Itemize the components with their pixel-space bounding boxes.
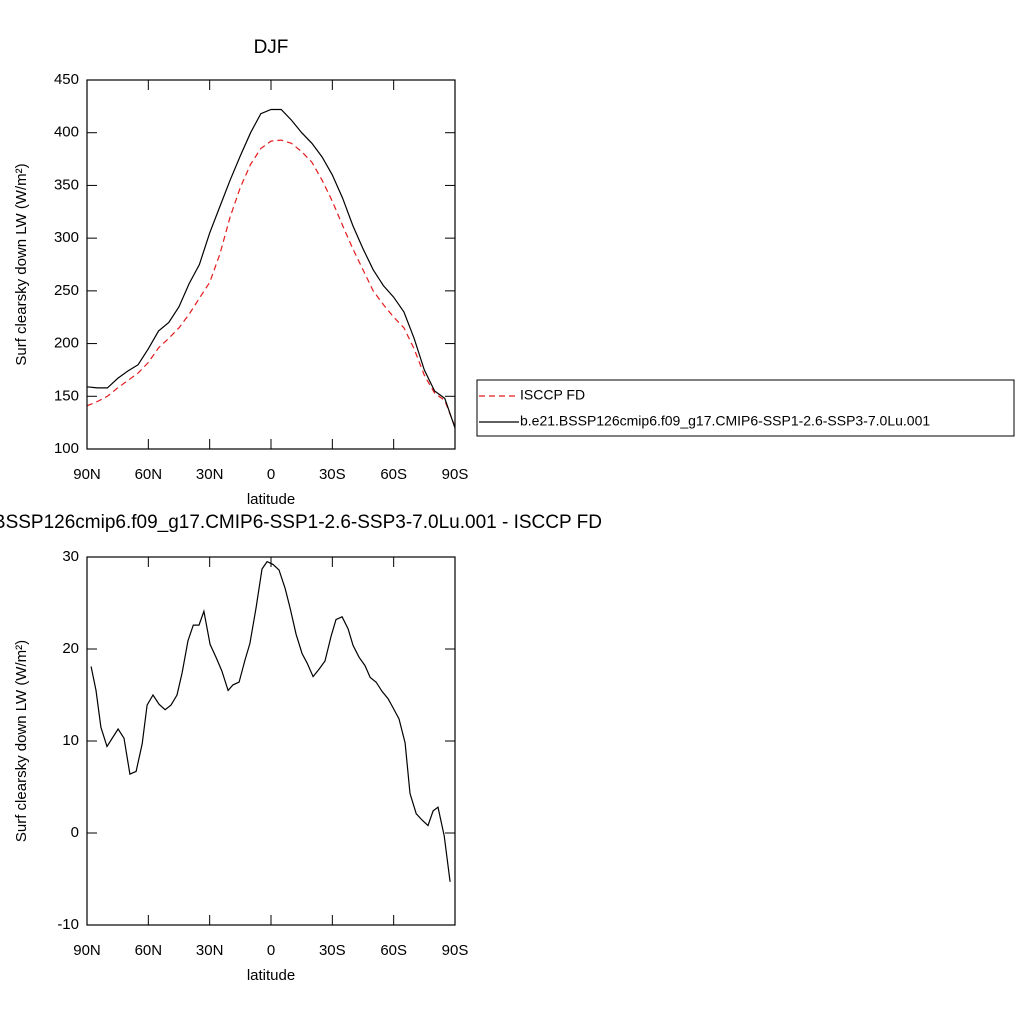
- x-axis-label: latitude: [247, 967, 295, 984]
- y-tick-label: 450: [54, 71, 79, 88]
- y-tick-label: 150: [54, 387, 79, 404]
- data-line: [86, 108, 456, 429]
- y-tick-label: 300: [54, 229, 79, 246]
- y-axis-label: Surf clearsky down LW (W/m²): [13, 163, 30, 365]
- x-tick-label: 30N: [196, 942, 224, 959]
- x-tick-label: 90S: [442, 942, 469, 959]
- legend-frame: [476, 379, 1015, 437]
- y-tick-label: 400: [54, 124, 79, 141]
- x-tick-label: 60N: [135, 942, 163, 959]
- data-line: [86, 139, 456, 428]
- chart-title: DJF: [254, 37, 289, 58]
- y-tick-label: 0: [71, 824, 79, 841]
- x-tick-label: 30N: [196, 466, 224, 483]
- y-tick-label: 350: [54, 176, 79, 193]
- x-tick-label: 60S: [380, 466, 407, 483]
- y-tick-label: 10: [62, 732, 79, 749]
- x-tick-label: 0: [267, 942, 275, 959]
- y-tick-label: 30: [62, 548, 79, 565]
- x-tick-label: 60N: [135, 466, 163, 483]
- chart-title: b.e21.BSSP126cmip6.f09_g17.CMIP6-SSP1-2.…: [0, 512, 602, 533]
- x-tick-label: 90N: [73, 942, 101, 959]
- x-tick-label: 60S: [380, 942, 407, 959]
- data-line: [90, 560, 451, 882]
- x-tick-label: 90S: [442, 466, 469, 483]
- plot-frame: [86, 79, 456, 450]
- y-tick-label: 200: [54, 335, 79, 352]
- plot-frame: [86, 556, 456, 926]
- x-tick-label: 30S: [319, 466, 346, 483]
- x-tick-label: 0: [267, 466, 275, 483]
- y-tick-label: 250: [54, 282, 79, 299]
- x-tick-label: 30S: [319, 942, 346, 959]
- legend-label: ISCCP FD: [520, 387, 585, 403]
- y-axis-label: Surf clearsky down LW (W/m²): [13, 640, 30, 842]
- y-tick-label: -10: [57, 916, 79, 933]
- legend-label: b.e21.BSSP126cmip6.f09_g17.CMIP6-SSP1-2.…: [520, 413, 930, 429]
- y-tick-label: 20: [62, 640, 79, 657]
- x-axis-label: latitude: [247, 491, 295, 508]
- y-tick-label: 100: [54, 440, 79, 457]
- x-tick-label: 90N: [73, 466, 101, 483]
